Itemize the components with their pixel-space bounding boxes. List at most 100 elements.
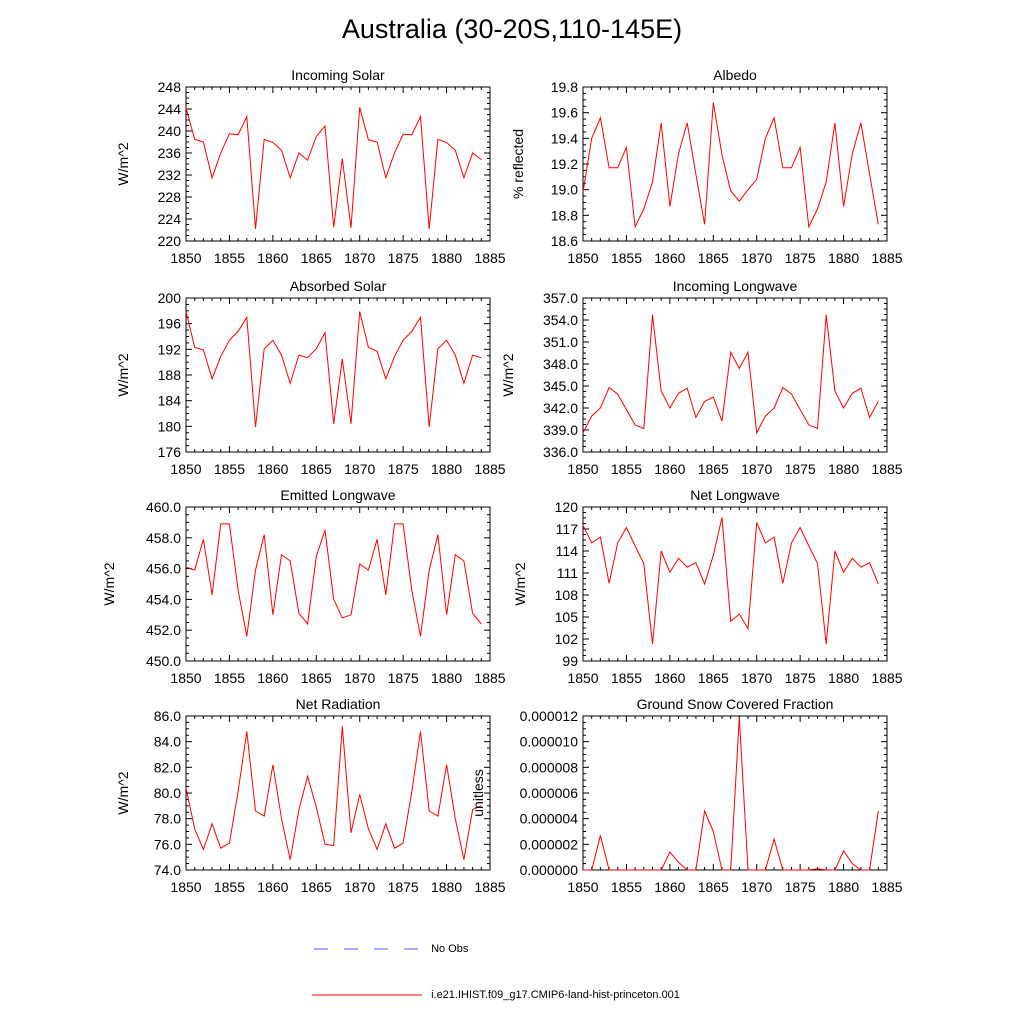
y-tick-label: 456.0: [146, 561, 181, 577]
x-tick-label: 1860: [654, 250, 685, 266]
legend-model-run-label: i.e21.IHIST.f09_g17.CMIP6-land-hist-prin…: [431, 988, 680, 1001]
y-tick-label: 18.8: [551, 207, 578, 223]
y-tick-label: 220: [158, 233, 182, 249]
y-tick-label: 348.0: [543, 356, 578, 372]
x-tick-label: 1860: [257, 250, 288, 266]
y-axis-label: W/m^2: [115, 142, 131, 185]
y-tick-label: 224: [158, 211, 182, 227]
x-tick-label: 1870: [344, 670, 375, 686]
x-tick-label: 1860: [654, 461, 685, 477]
legend-no-obs: No Obs: [312, 942, 468, 956]
x-tick-label: 1855: [214, 461, 245, 477]
chart-title: Net Longwave: [690, 487, 780, 503]
y-tick-label: 192: [158, 341, 182, 357]
chart-title: Incoming Longwave: [673, 278, 798, 294]
x-tick-label: 1875: [388, 250, 419, 266]
x-tick-label: 1855: [214, 879, 245, 895]
y-tick-label: 244: [158, 101, 182, 117]
x-tick-label: 1880: [431, 670, 462, 686]
chart-panel-4: Incoming Longwave W/m^2 336.0 339.0 342.0 345…: [500, 278, 903, 477]
x-tick-label: 1875: [388, 461, 419, 477]
y-tick-label: 200: [158, 290, 182, 306]
y-axis-label: W/m^2: [500, 353, 516, 396]
y-tick-label: 99: [562, 653, 578, 669]
x-tick-label: 1870: [741, 461, 772, 477]
y-tick-label: 351.0: [543, 334, 578, 350]
x-tick-label: 1850: [567, 879, 598, 895]
chart-title: Absorbed Solar: [290, 278, 387, 294]
y-tick-label: 82.0: [154, 759, 181, 775]
y-tick-label: 84.0: [154, 734, 181, 750]
x-tick-label: 1865: [698, 670, 729, 686]
x-tick-label: 1875: [388, 670, 419, 686]
plot-frame: [185, 715, 491, 871]
x-tick-label: 1885: [474, 879, 505, 895]
y-tick-label: 19.0: [551, 182, 578, 198]
y-tick-label: 454.0: [146, 591, 181, 607]
y-tick-label: 80.0: [154, 785, 181, 801]
y-tick-label: 188: [158, 367, 182, 383]
plot-frame: [185, 506, 491, 662]
y-tick-label: 240: [158, 123, 182, 139]
y-tick-label: 248: [158, 79, 182, 95]
y-tick-label: 339.0: [543, 422, 578, 438]
x-tick-label: 1855: [214, 670, 245, 686]
y-tick-label: 120: [555, 499, 579, 515]
chart-panel-8: Ground Snow Covered Fraction unitless 0.00…: [470, 696, 903, 895]
chart-title: Albedo: [713, 67, 757, 83]
series-line: [185, 107, 482, 229]
x-tick-label: 1855: [214, 250, 245, 266]
x-tick-label: 1875: [785, 670, 816, 686]
x-tick-label: 1860: [654, 670, 685, 686]
y-tick-label: 0.000010: [520, 734, 579, 750]
chart-title: Ground Snow Covered Fraction: [637, 696, 834, 712]
x-tick-label: 1865: [698, 879, 729, 895]
x-tick-label: 1860: [257, 670, 288, 686]
chart-panel-3: Absorbed Solar W/m^2 176 180 184 188 192 196 200…: [115, 278, 506, 477]
x-tick-label: 1875: [388, 879, 419, 895]
y-axis-label: % reflected: [510, 129, 526, 199]
legend-model-run-swatch: [312, 994, 424, 996]
y-tick-label: 452.0: [146, 622, 181, 638]
y-tick-label: 180: [158, 418, 182, 434]
plot-frame: [582, 297, 888, 453]
x-tick-label: 1860: [257, 461, 288, 477]
y-axis-label: unitless: [470, 769, 486, 816]
y-tick-label: 0.000008: [520, 759, 579, 775]
x-tick-label: 1875: [785, 250, 816, 266]
x-tick-label: 1865: [301, 250, 332, 266]
plot-frame: [185, 86, 491, 242]
y-tick-label: 76.0: [154, 836, 181, 852]
y-tick-label: 458.0: [146, 530, 181, 546]
legend-no-obs-swatch: [314, 948, 420, 950]
y-tick-label: 19.8: [551, 79, 578, 95]
series-line: [185, 311, 482, 428]
y-tick-label: 86.0: [154, 708, 181, 724]
x-tick-label: 1850: [170, 670, 201, 686]
x-tick-label: 1885: [871, 461, 902, 477]
y-tick-label: 102: [555, 631, 579, 647]
x-tick-label: 1855: [611, 670, 642, 686]
x-tick-label: 1855: [611, 250, 642, 266]
x-tick-label: 1865: [301, 670, 332, 686]
x-tick-label: 1865: [698, 250, 729, 266]
x-tick-label: 1850: [567, 461, 598, 477]
x-tick-label: 1870: [344, 250, 375, 266]
x-tick-label: 1850: [170, 879, 201, 895]
y-tick-label: 18.6: [551, 233, 578, 249]
x-tick-label: 1885: [474, 670, 505, 686]
y-tick-label: 342.0: [543, 400, 578, 416]
chart-title: Net Radiation: [296, 696, 381, 712]
chart-title: Emitted Longwave: [280, 487, 395, 503]
y-tick-label: 345.0: [543, 378, 578, 394]
y-tick-label: 176: [158, 444, 182, 460]
series-line: [583, 717, 879, 871]
page-title: Australia (30-20S,110-145E): [341, 14, 683, 44]
x-tick-label: 1885: [871, 879, 902, 895]
y-tick-label: 19.4: [551, 130, 578, 146]
x-tick-label: 1880: [828, 461, 859, 477]
y-tick-label: 111: [557, 565, 578, 581]
y-tick-label: 450.0: [146, 653, 181, 669]
x-tick-label: 1880: [431, 879, 462, 895]
